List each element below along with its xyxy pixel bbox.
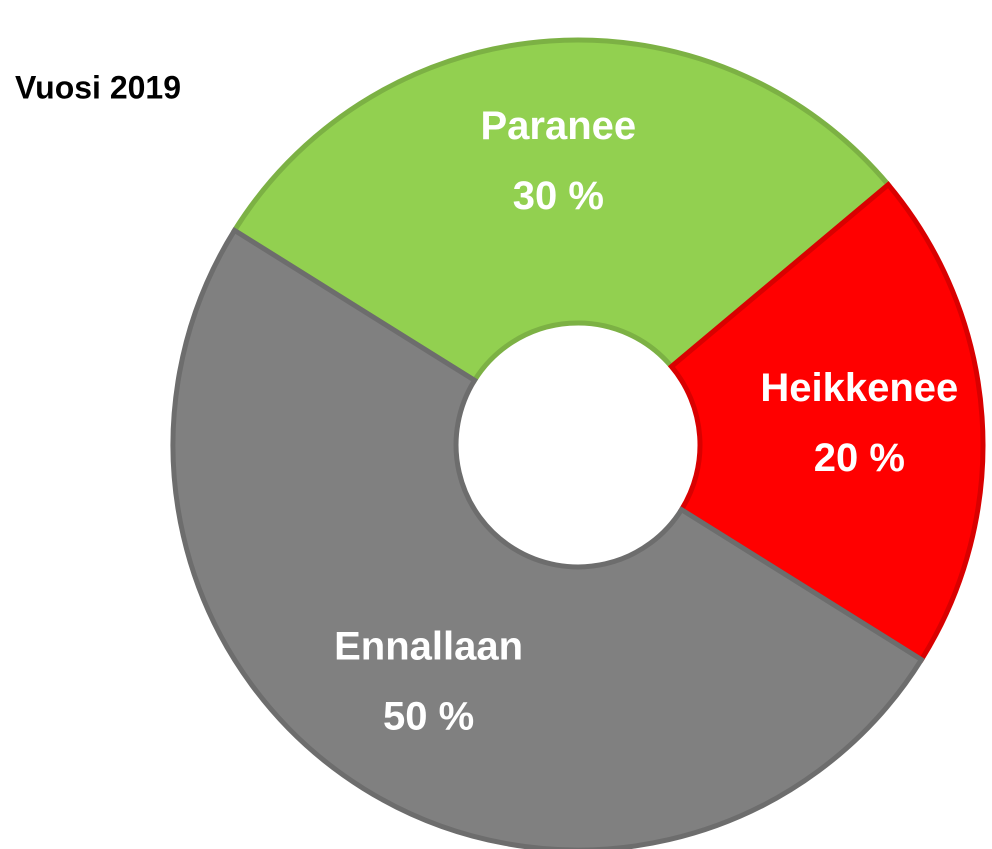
slice-label: Heikkenee — [760, 366, 958, 410]
slice-value-label: 20 % — [814, 436, 905, 480]
donut-slice — [667, 181, 986, 664]
slice-label: Ennallaan — [334, 625, 523, 669]
chart-title: Vuosi 2019 — [15, 69, 181, 105]
donut-slice — [170, 226, 925, 849]
donut-slice — [231, 37, 892, 384]
slice-value-label: 50 % — [383, 695, 474, 739]
slice-value-label: 30 % — [513, 174, 604, 218]
slice-label: Paranee — [480, 104, 636, 148]
